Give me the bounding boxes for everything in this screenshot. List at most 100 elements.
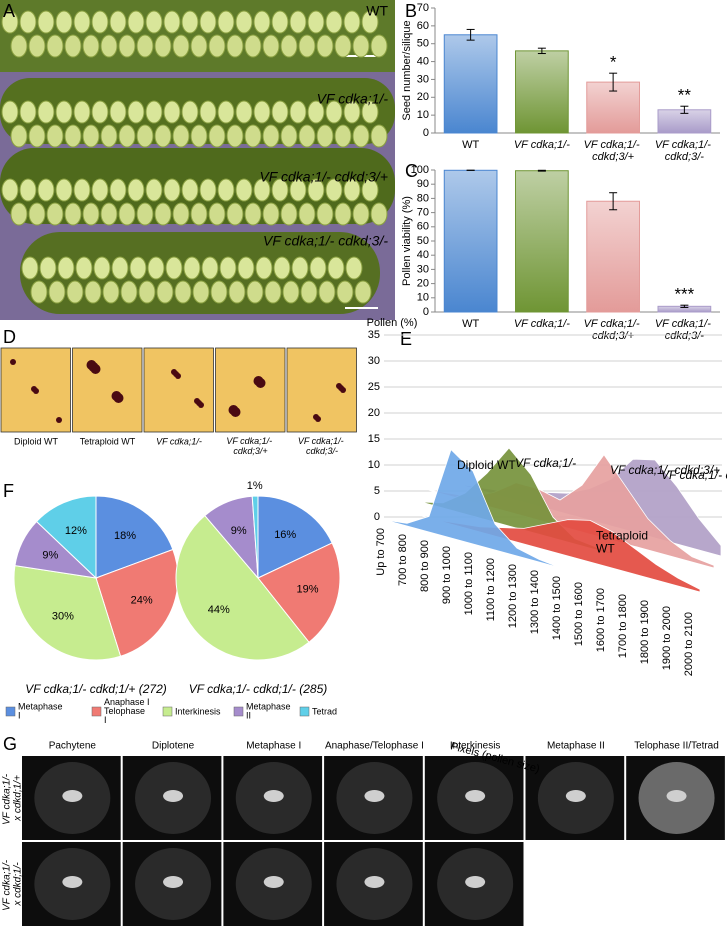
seed [118,124,136,148]
pie-slice [35,495,97,580]
seed [10,34,28,58]
image-label: VF cdka;1/- cdkd;3/+ [259,169,388,185]
pollen-grain [111,391,122,401]
seed [271,10,289,34]
seed [253,100,271,124]
pollen-image [215,347,286,433]
series-label: VF cdka;1/- cdkd;3/+ [610,463,720,477]
seed [109,100,127,124]
y-tick-label: 70 [417,207,429,219]
seed [28,202,46,226]
seed [208,34,226,58]
seed [280,202,298,226]
y-tick-label: 15 [368,433,380,445]
y-tick-label: 50 [417,235,429,247]
pie-slice [13,565,122,661]
seed [244,202,262,226]
seed [190,34,208,58]
seed [352,202,370,226]
pollen-grain [86,360,97,370]
seed [264,280,282,304]
seed [343,100,361,124]
x-tick-label: 800 to 900 [419,540,431,592]
bar [443,34,498,134]
y-tick-label: 70 [417,2,429,14]
slice-label: 30% [52,610,74,622]
seed [165,256,183,280]
seed [361,100,379,124]
seed [64,202,82,226]
seed [30,280,48,304]
seed [163,178,181,202]
panel-letter: B [405,1,417,21]
y-tick-label: 100 [411,164,429,176]
x-tick-label: VF cdka;1/- cdkd;3/+ [584,318,643,342]
seed [1,10,19,34]
seed [55,178,73,202]
y-tick-label: 30 [368,355,380,367]
x-tick-label: VF cdka;1/- [514,318,570,330]
chromosomes [465,790,486,802]
seed [210,280,228,304]
x-tick-label: 1300 to 1400 [529,570,541,634]
pie-slice [95,548,179,657]
seed [298,202,316,226]
seed [181,100,199,124]
image-label: VF cdka;1/- cdkd;3/- [298,436,346,456]
seed [163,100,181,124]
seed [118,202,136,226]
seed [190,124,208,148]
seed [244,124,262,148]
seed [46,124,64,148]
seed [64,34,82,58]
x-tick-label: 1200 to 1300 [507,564,519,628]
pie-slice [257,495,333,579]
x-tick-label: 1400 to 1500 [551,576,563,640]
seed [82,124,100,148]
seed [307,10,325,34]
pie-slice [175,514,310,661]
seed [318,280,336,304]
seed [289,178,307,202]
slice-label: 16% [274,529,296,541]
seed [10,202,28,226]
legend-swatch [5,706,16,717]
y-axis-label: Seed number/silique [401,20,413,120]
y-tick-label: 0 [423,306,429,318]
seed [136,124,154,148]
seed [21,256,39,280]
seed [118,34,136,58]
seed [280,34,298,58]
seed [307,100,325,124]
seed [91,10,109,34]
legend-label: Interkinesis [175,706,221,716]
seed [244,34,262,58]
seed [127,100,145,124]
legend-label: Tetrad [312,706,337,716]
chromosomes [565,790,586,802]
seed [192,280,210,304]
significance: *** [674,285,694,304]
slice-label: 12% [65,525,87,537]
pollen-grain [171,369,177,375]
seed [336,280,354,304]
bar [515,50,569,134]
y-tick-label: 20 [417,91,429,103]
panel-letter: A [3,1,15,21]
seed [262,202,280,226]
seed [154,202,172,226]
pollen-grain [10,359,16,365]
legend-swatch [233,706,244,717]
x-tick-label: 700 to 800 [397,534,409,586]
x-tick-label: 1500 to 1600 [573,582,585,646]
legend-label: Metaphase II [246,702,293,721]
series-label: VF cdka;1/- [515,456,576,470]
y-tick-label: 20 [368,407,380,419]
seed [217,100,235,124]
seed [334,34,352,58]
legend-swatch [91,706,102,717]
seed [343,178,361,202]
x-tick-label: VF cdka;1/- cdkd;3/+ [584,139,643,163]
seed [291,256,309,280]
seed [109,10,127,34]
